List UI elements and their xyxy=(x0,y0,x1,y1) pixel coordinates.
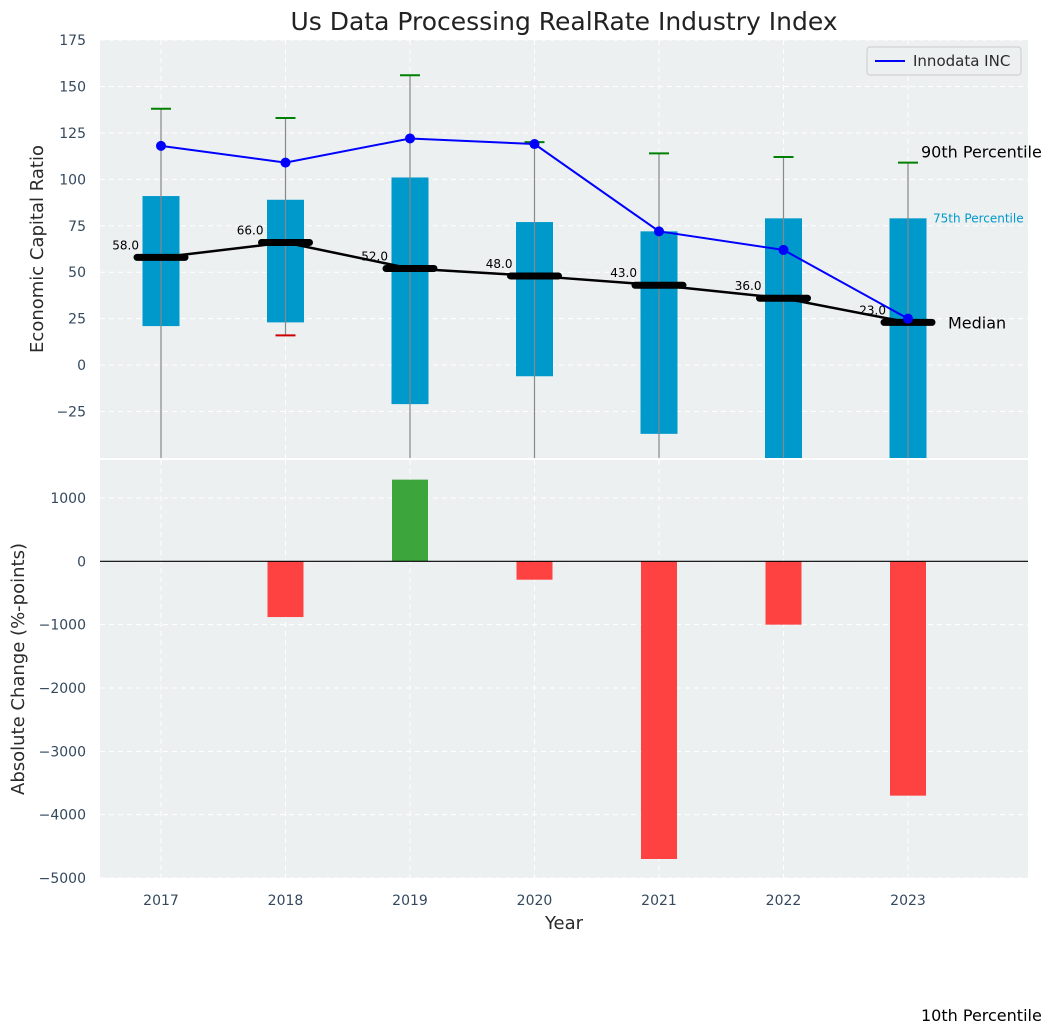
bottom-y-tick-label: −3000 xyxy=(39,744,86,760)
bottom-y-tick-label: 1000 xyxy=(50,491,86,507)
change-bar xyxy=(890,561,926,796)
change-bar xyxy=(516,561,553,580)
series-point-innodata xyxy=(156,140,166,151)
median-value-label: 66.0 xyxy=(237,223,264,237)
change-bar xyxy=(641,561,677,859)
x-tick-label: 2018 xyxy=(268,893,304,909)
series-point-innodata xyxy=(529,139,540,150)
series-point-innodata xyxy=(778,244,789,255)
top-y-tick-label: 50 xyxy=(68,265,86,281)
x-tick-label: 2020 xyxy=(517,893,553,909)
change-bar xyxy=(267,561,304,618)
x-axis-label: Year xyxy=(544,913,584,934)
bottom-y-tick-label: −4000 xyxy=(39,808,86,824)
annotation-90th-percentile: 90th Percentile xyxy=(921,143,1042,162)
top-plot-background xyxy=(100,40,1028,458)
legend-label-innodata: Innodata INC xyxy=(913,52,1010,70)
top-y-tick-label: 175 xyxy=(59,33,86,49)
x-tick-label: 2023 xyxy=(890,893,926,909)
annotation-75th-percentile: 75th Percentile xyxy=(933,211,1024,225)
median-value-label: 43.0 xyxy=(610,266,637,280)
change-bar xyxy=(392,479,428,562)
top-y-axis-label: Economic Capital Ratio xyxy=(27,145,48,353)
bottom-plot-background xyxy=(100,460,1028,878)
x-tick-label: 2021 xyxy=(641,893,677,909)
top-y-tick-label: 25 xyxy=(68,312,86,328)
bottom-y-tick-label: −5000 xyxy=(39,871,86,887)
series-point-innodata xyxy=(654,226,664,237)
chart-title: Us Data Processing RealRate Industry Ind… xyxy=(290,7,837,36)
x-tick-label: 2022 xyxy=(766,893,802,909)
legend-box xyxy=(866,46,1022,76)
annotation-10th-percentile: 10th Percentile xyxy=(921,1006,1042,1025)
bottom-y-tick-label: 0 xyxy=(77,554,86,570)
bottom-y-tick-label: −2000 xyxy=(39,681,86,697)
median-value-label: 52.0 xyxy=(361,250,388,264)
top-y-tick-label: 125 xyxy=(59,126,86,142)
legend: Innodata INC xyxy=(866,46,1022,76)
x-tick-label: 2019 xyxy=(392,893,428,909)
median-value-label: 58.0 xyxy=(112,238,139,252)
median-value-label: 48.0 xyxy=(486,257,513,271)
bottom-panel: −5000 −4000 −3000 −2000 −1000 0 1000 2017 2018 20… xyxy=(39,460,1028,909)
series-point-innodata xyxy=(405,133,415,144)
top-y-tick-label: 150 xyxy=(59,79,86,95)
series-point-innodata xyxy=(280,157,291,168)
top-y-tick-label: −25 xyxy=(56,405,86,421)
median-value-label: 23.0 xyxy=(859,303,886,317)
x-tick-label: 2017 xyxy=(143,893,179,909)
top-y-tick-label: 100 xyxy=(59,172,86,188)
top-y-tick-label: 75 xyxy=(68,219,86,235)
top-panel: −25 0 25 50 75 100 125 150 175 58.0 66.0 52.0 48.0 43… xyxy=(56,33,1028,458)
bottom-y-axis-label: Absolute Change (%-points) xyxy=(8,543,29,795)
series-point-innodata xyxy=(903,313,913,324)
change-bar xyxy=(765,561,802,625)
top-y-tick-label: 0 xyxy=(77,358,86,374)
bottom-y-tick-label: −1000 xyxy=(39,618,86,634)
annotation-median: Median xyxy=(948,313,1006,332)
median-value-label: 36.0 xyxy=(735,279,762,293)
